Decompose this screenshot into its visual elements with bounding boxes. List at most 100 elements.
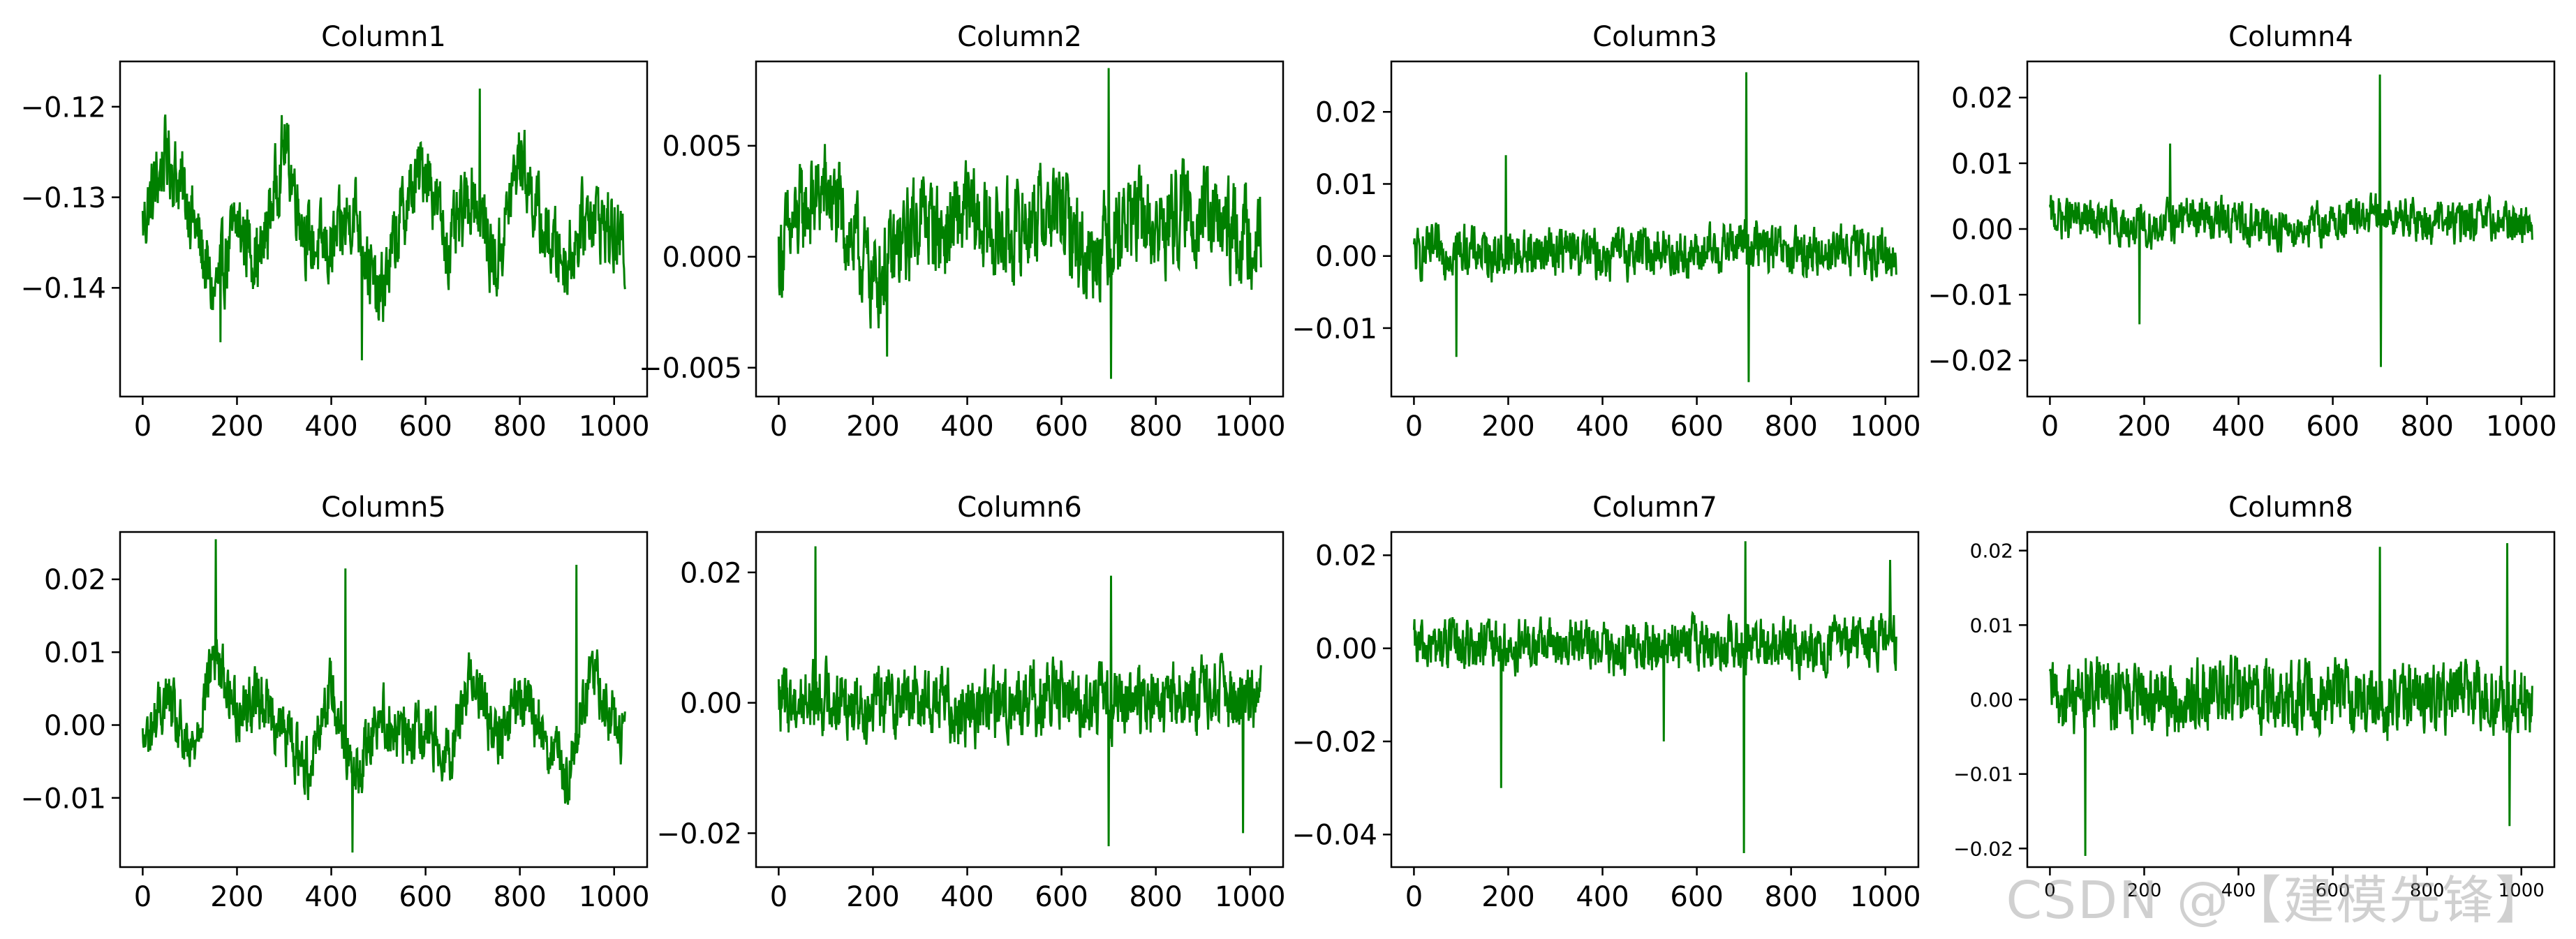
y-tick-label: 0.01: [1315, 169, 1377, 201]
y-tick-label: −0.01: [1927, 280, 2013, 312]
x-tick-label: 600: [1035, 411, 1088, 443]
y-tick-label: −0.01: [20, 783, 106, 815]
y-tick-label: −0.02: [1927, 346, 2013, 378]
x-tick-label: 200: [2117, 411, 2170, 443]
x-tick-label: 400: [2221, 880, 2256, 901]
x-tick-label: 1000: [2499, 880, 2545, 901]
plot-frame: [755, 60, 1285, 398]
x-tick-label: 800: [1764, 881, 1817, 913]
y-tick-label: −0.005: [639, 353, 742, 385]
y-tick-label: 0.000: [662, 242, 742, 274]
x-tick-label: 0: [2041, 411, 2059, 443]
y-tick-label: 0.01: [44, 637, 106, 670]
y-tick-label: −0.02: [1953, 837, 2013, 860]
x-tick-label: 400: [940, 411, 993, 443]
x-tick-label: 600: [2306, 411, 2359, 443]
chart-panel-1: Column1 0 200 400 600 800 1000 −0.14 −0.13 −0.12: [20, 21, 649, 443]
x-tick-label: 0: [1405, 411, 1423, 443]
y-tick-label: 0.00: [1970, 688, 2013, 711]
y-tick-label: 0.02: [1951, 82, 2013, 114]
y-tick-label: 0.01: [1951, 148, 2013, 180]
x-tick-label: 1000: [1215, 881, 1286, 913]
x-tick-label: 600: [2316, 880, 2351, 901]
csdn-watermark: CSDN @【建模先锋】: [2006, 871, 2548, 931]
y-tick-label: −0.13: [20, 182, 106, 214]
data-line: [777, 68, 1262, 379]
data-line: [777, 546, 1262, 847]
plot-frame: [119, 60, 649, 398]
chart-title: Column4: [2228, 21, 2353, 53]
x-tick-label: 0: [770, 411, 787, 443]
x-tick-label: 600: [1035, 881, 1088, 913]
x-tick-label: 400: [1576, 881, 1629, 913]
chart-panel-3: Column3 0 200 400 600 800 1000 −0.01 0.00 0.01 0.0…: [1291, 21, 1920, 443]
x-tick-label: 200: [1481, 411, 1534, 443]
chart-title: Column5: [321, 491, 446, 524]
x-tick-label: 0: [2044, 880, 2056, 901]
chart-panel-6: Column6 0 200 400 600 800 1000 −0.02 0.00 0.02: [656, 491, 1285, 913]
x-tick-label: 1000: [1215, 411, 1286, 443]
x-tick-label: 600: [399, 881, 452, 913]
x-tick-label: 600: [1670, 411, 1723, 443]
x-tick-label: 800: [2400, 411, 2453, 443]
x-tick-label: 1000: [579, 881, 650, 913]
y-tick-label: −0.02: [1291, 726, 1377, 758]
x-tick-label: 200: [210, 881, 263, 913]
y-tick-label: 0.02: [1315, 97, 1377, 129]
chart-panel-2: Column2 0 200 400 600 800 1000 −0.005 0.000 0.005: [639, 21, 1286, 443]
x-tick-label: 1000: [579, 411, 650, 443]
x-tick-label: 600: [399, 411, 452, 443]
x-tick-label: 800: [2410, 880, 2445, 901]
chart-title: Column1: [321, 21, 446, 53]
x-tick-label: 1000: [1850, 411, 1921, 443]
data-line: [2048, 542, 2533, 857]
y-tick-label: 0.00: [1315, 633, 1377, 665]
chart-title: Column8: [2228, 491, 2353, 524]
chart-panel-8: Column8 0 200 400 600 800 1000 −0.02 −0.01 0.00 0.…: [1953, 491, 2556, 901]
data-line: [1412, 541, 1897, 854]
y-tick-label: 0.02: [680, 557, 742, 589]
y-tick-label: −0.02: [656, 818, 742, 850]
x-tick-label: 600: [1670, 881, 1723, 913]
x-tick-label: 400: [304, 881, 357, 913]
x-tick-label: 1000: [2486, 411, 2557, 443]
chart-title: Column7: [1592, 491, 1717, 524]
chart-title: Column2: [957, 21, 1082, 53]
x-tick-label: 200: [1481, 881, 1534, 913]
plot-frame: [755, 531, 1285, 868]
x-tick-label: 200: [846, 881, 899, 913]
data-line: [141, 539, 626, 853]
x-tick-label: 0: [1405, 881, 1423, 913]
chart-panel-5: Column5 0 200 400 600 800 1000 −0.01 0.00 0.01 0.0…: [20, 491, 649, 913]
data-line: [1412, 72, 1897, 383]
y-tick-label: 0.00: [1315, 241, 1377, 273]
x-tick-label: 200: [846, 411, 899, 443]
x-tick-label: 400: [940, 881, 993, 913]
y-tick-label: 0.02: [44, 564, 106, 596]
x-tick-label: 800: [493, 881, 546, 913]
x-tick-label: 0: [134, 881, 151, 913]
chart-panel-4: Column4 0 200 400 600 800 1000 −0.02 −0.01 0.00 0.…: [1927, 21, 2556, 443]
x-tick-label: 0: [134, 411, 151, 443]
chart-title: Column3: [1592, 21, 1717, 53]
x-tick-label: 400: [304, 411, 357, 443]
x-tick-label: 800: [1129, 881, 1182, 913]
x-tick-label: 400: [1576, 411, 1629, 443]
x-tick-label: 400: [2212, 411, 2265, 443]
y-tick-label: 0.005: [662, 131, 742, 163]
x-tick-label: 1000: [1850, 881, 1921, 913]
y-tick-label: −0.12: [20, 91, 106, 124]
x-tick-label: 0: [770, 881, 787, 913]
y-tick-label: 0.02: [1315, 540, 1377, 572]
data-line: [2048, 74, 2533, 367]
x-tick-label: 200: [2127, 880, 2162, 901]
data-line: [141, 88, 626, 361]
y-tick-label: 0.00: [1951, 214, 2013, 246]
plot-frame: [119, 531, 649, 868]
y-tick-label: 0.02: [1970, 540, 2013, 563]
x-tick-label: 800: [1764, 411, 1817, 443]
y-tick-label: −0.01: [1953, 763, 2013, 786]
x-tick-label: 200: [210, 411, 263, 443]
chart-panel-7: Column7 0 200 400 600 800 1000 −0.04 −0.02 0.00 0.…: [1291, 491, 1920, 913]
